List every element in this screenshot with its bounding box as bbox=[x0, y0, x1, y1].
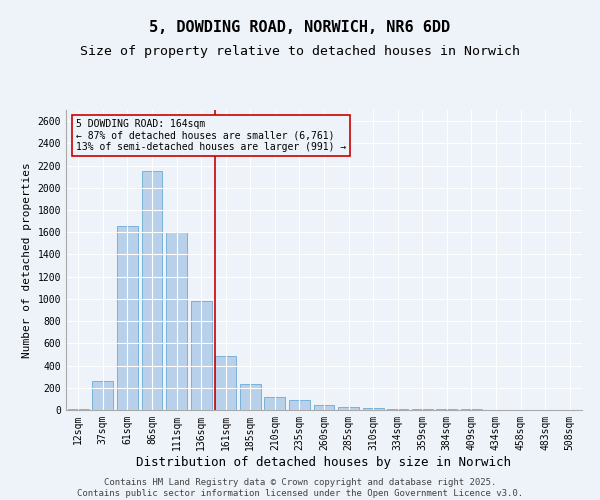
Bar bbox=[191, 301, 212, 410]
Bar bbox=[142, 171, 163, 410]
Bar bbox=[166, 232, 187, 410]
Bar bbox=[215, 356, 236, 410]
Bar bbox=[117, 226, 138, 410]
Bar bbox=[387, 409, 408, 410]
Text: Contains HM Land Registry data © Crown copyright and database right 2025.
Contai: Contains HM Land Registry data © Crown c… bbox=[77, 478, 523, 498]
Bar bbox=[362, 408, 383, 410]
Bar bbox=[436, 409, 457, 410]
Bar bbox=[68, 409, 89, 410]
Bar bbox=[240, 384, 261, 410]
Bar bbox=[265, 396, 286, 410]
Bar bbox=[289, 400, 310, 410]
Bar bbox=[412, 409, 433, 410]
Bar bbox=[92, 380, 113, 410]
Bar bbox=[338, 406, 359, 410]
Y-axis label: Number of detached properties: Number of detached properties bbox=[22, 162, 32, 358]
Text: 5, DOWDING ROAD, NORWICH, NR6 6DD: 5, DOWDING ROAD, NORWICH, NR6 6DD bbox=[149, 20, 451, 35]
Bar bbox=[314, 405, 334, 410]
Text: Size of property relative to detached houses in Norwich: Size of property relative to detached ho… bbox=[80, 45, 520, 58]
X-axis label: Distribution of detached houses by size in Norwich: Distribution of detached houses by size … bbox=[137, 456, 511, 468]
Text: 5 DOWDING ROAD: 164sqm
← 87% of detached houses are smaller (6,761)
13% of semi-: 5 DOWDING ROAD: 164sqm ← 87% of detached… bbox=[76, 119, 347, 152]
